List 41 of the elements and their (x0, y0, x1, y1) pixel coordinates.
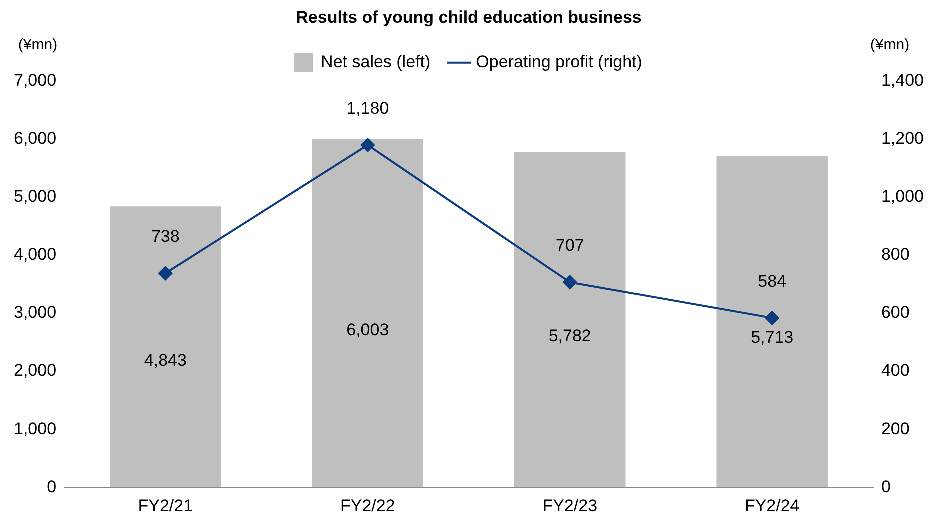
data-label: 707 (556, 236, 584, 256)
point (563, 275, 578, 290)
y-tick-label: 2,000 (14, 361, 57, 380)
x-tick-label: FY2/22 (340, 496, 396, 516)
y-tick-label: 0 (47, 477, 57, 496)
y2-tick-label: 200 (881, 419, 910, 438)
y-tick-label: 4,000 (14, 245, 57, 264)
legend-label: Net sales (left) (321, 52, 431, 72)
data-label: 1,180 (346, 98, 390, 118)
point (158, 266, 173, 280)
point (360, 138, 375, 152)
data-label: 5,782 (548, 326, 592, 346)
y-tick-label: 1,000 (14, 419, 57, 438)
data-label: 738 (151, 227, 180, 246)
bar (110, 206, 222, 488)
y-axis-title: (¥mn) (18, 36, 58, 54)
y2-tick-label: 800 (881, 245, 910, 264)
y-tick-label: 5,000 (14, 187, 57, 206)
y2-tick-label: 1,200 (881, 129, 924, 148)
x-tick-label: FY2/21 (138, 496, 194, 516)
y-tick-label: 7,000 (14, 71, 57, 90)
bar (716, 156, 828, 488)
y2-tick-label: 1,400 (881, 71, 924, 90)
data-label: 5,713 (751, 328, 794, 348)
y2-tick-label: 0 (881, 477, 891, 496)
y-tick-label: 6,000 (14, 129, 57, 148)
y2-tick-label: 1,000 (881, 187, 924, 206)
bar (312, 139, 424, 488)
legend-label: Operating profit (right) (476, 52, 642, 72)
x-tick-label: FY2/24 (744, 496, 800, 516)
point (765, 311, 780, 326)
data-label: 4,843 (144, 350, 187, 370)
y2-axis-title: (¥mn) (870, 36, 910, 54)
y2-tick-label: 400 (881, 361, 910, 380)
chart-title: Results of young child education business (296, 8, 642, 27)
y-tick-label: 3,000 (14, 303, 57, 322)
data-label: 584 (758, 272, 787, 291)
x-tick-label: FY2/23 (542, 496, 598, 516)
bar (514, 152, 626, 488)
data-label: 6,003 (346, 320, 390, 340)
y2-tick-label: 600 (881, 303, 910, 322)
